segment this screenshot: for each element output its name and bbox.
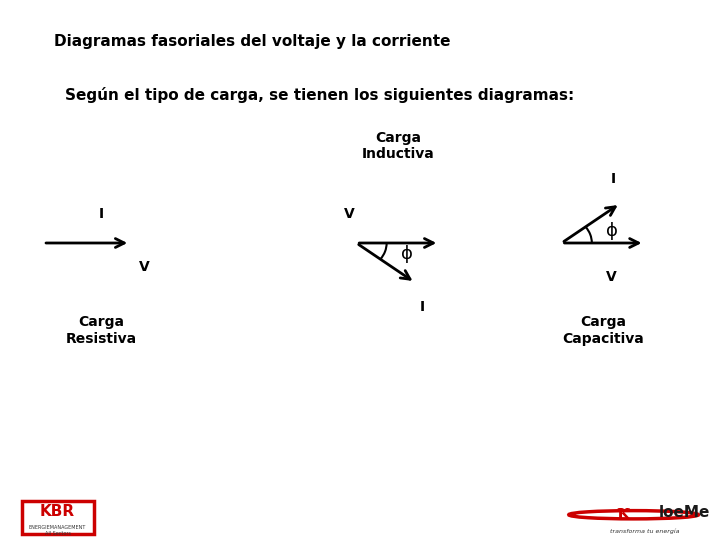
Text: Carga
Inductiva: Carga Inductiva [361, 131, 434, 161]
Text: Diagramas fasoriales del voltaje y la corriente: Diagramas fasoriales del voltaje y la co… [54, 34, 451, 49]
Text: V: V [344, 207, 354, 221]
Text: loeMe: loeMe [659, 505, 710, 520]
Text: transforma tu energía: transforma tu energía [610, 529, 679, 535]
Text: KBR: KBR [40, 504, 75, 519]
Text: I: I [420, 300, 425, 314]
Text: Según el tipo de carga, se tienen los siguientes diagramas:: Según el tipo de carga, se tienen los si… [65, 87, 574, 104]
Text: I: I [611, 172, 616, 186]
Text: All Sectors: All Sectors [45, 531, 71, 536]
Text: V: V [139, 260, 150, 274]
Text: ϕ: ϕ [401, 245, 413, 263]
Text: ϕ: ϕ [606, 222, 618, 240]
Text: K: K [616, 508, 629, 522]
Text: ENERGIEMANAGEMENT: ENERGIEMANAGEMENT [29, 525, 86, 530]
Text: I: I [99, 207, 104, 221]
Text: Carga
Capacitiva: Carga Capacitiva [562, 315, 644, 346]
Text: Carga
Resistiva: Carga Resistiva [66, 315, 137, 346]
Text: V: V [606, 270, 616, 284]
FancyBboxPatch shape [22, 502, 94, 535]
